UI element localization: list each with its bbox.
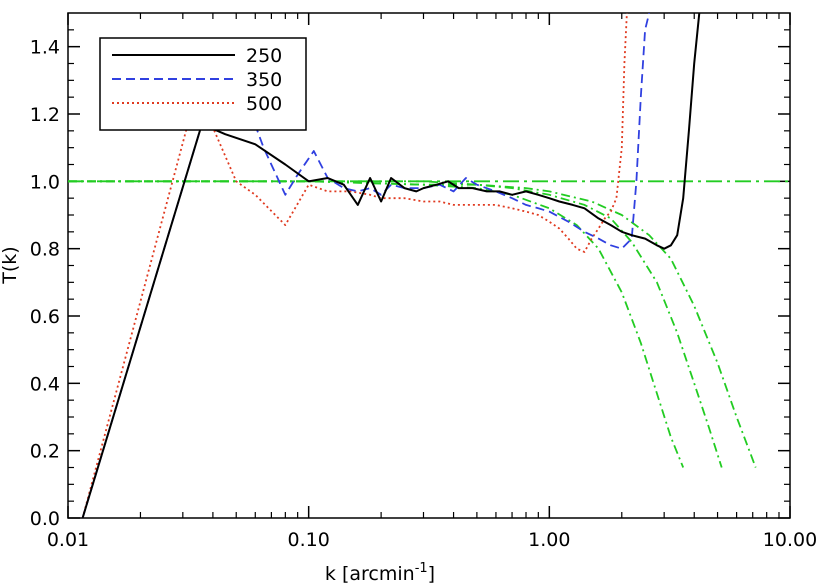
legend-box bbox=[99, 37, 307, 131]
x-tick-label: 0.10 bbox=[288, 529, 330, 551]
legend-label-250: 250 bbox=[246, 45, 282, 67]
series-line-350 bbox=[81, 13, 651, 518]
y-tick-label: 0.6 bbox=[30, 306, 60, 328]
x-axis-title: k [arcmin-1] bbox=[325, 561, 435, 585]
legend: 250 350 500 bbox=[99, 37, 307, 131]
y-tick-label: 1.2 bbox=[30, 104, 60, 126]
plot-area bbox=[67, 12, 791, 519]
y-tick-label: 0.4 bbox=[30, 373, 60, 395]
x-tick-label: 1.00 bbox=[528, 529, 570, 551]
y-tick-label: 0.0 bbox=[30, 508, 60, 530]
x-tick-label: 0.01 bbox=[47, 529, 89, 551]
legend-label-500: 500 bbox=[246, 93, 282, 115]
series-line-model-4 bbox=[68, 180, 723, 468]
legend-label-350: 350 bbox=[246, 69, 282, 91]
series-lines bbox=[68, 13, 790, 518]
y-tick-label: 0.2 bbox=[30, 441, 60, 463]
y-tick-label: 0.8 bbox=[30, 239, 60, 261]
series-line-model-5 bbox=[68, 180, 757, 468]
axis-ticks bbox=[67, 13, 791, 519]
y-tick-labels: 0.0 0.2 0.4 0.6 0.8 1.0 1.2 1.4 bbox=[30, 37, 60, 530]
x-axis-title-close: ] bbox=[428, 563, 435, 585]
x-axis-title-sup: -1 bbox=[415, 561, 428, 576]
x-axis-title-main: k [arcmin bbox=[325, 563, 415, 585]
y-axis-title: T(k) bbox=[0, 246, 21, 284]
y-tick-label: 1.0 bbox=[30, 171, 60, 193]
series-line-250 bbox=[81, 13, 701, 518]
series-line-model-3 bbox=[68, 180, 685, 468]
y-tick-label: 1.4 bbox=[30, 37, 60, 59]
x-tick-label: 10.00 bbox=[763, 529, 817, 551]
x-tick-labels: 0.01 0.10 1.00 10.00 bbox=[47, 529, 817, 551]
